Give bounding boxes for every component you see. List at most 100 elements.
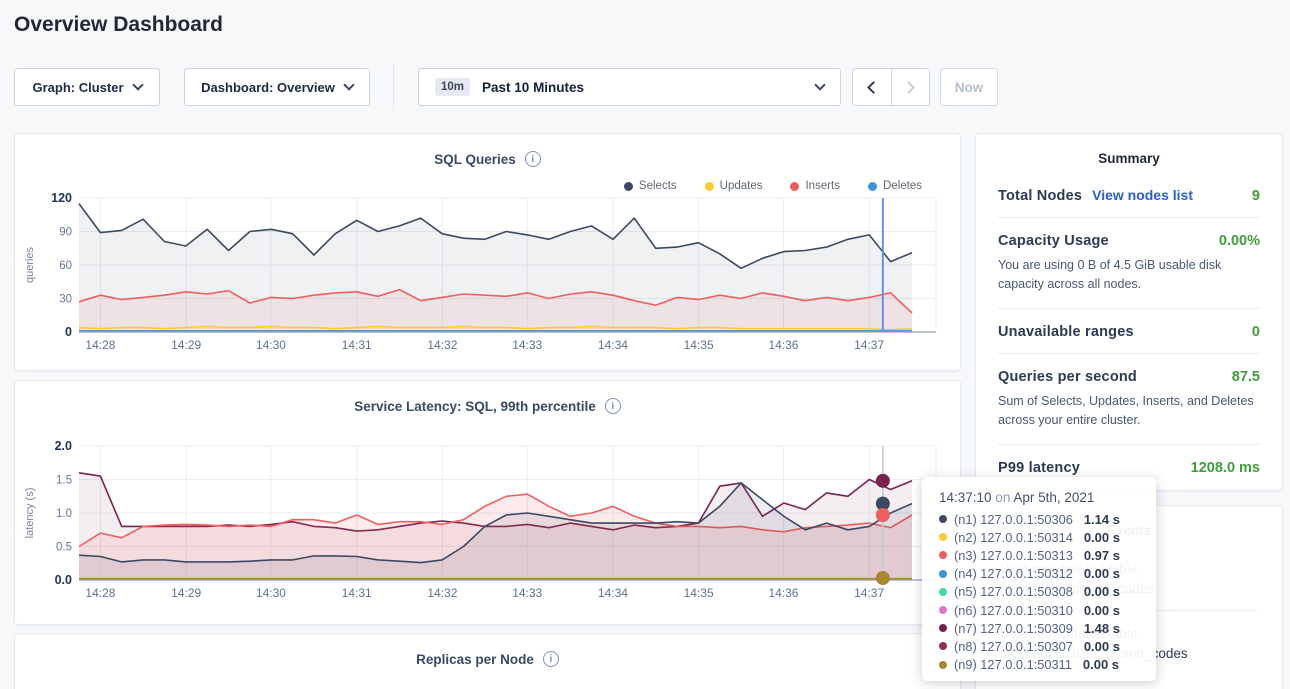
tooltip-node-label: (n6) 127.0.0.1:50310 (954, 602, 1073, 618)
tooltip-node-label: (n7) 127.0.0.1:50309 (954, 620, 1073, 636)
legend-dot-icon (623, 181, 633, 191)
svg-text:1.0: 1.0 (56, 508, 72, 520)
view-nodes-list-link[interactable]: View nodes list (1092, 187, 1193, 203)
tooltip-row: (n2) 127.0.0.1:50314 0.00 s (939, 528, 1156, 546)
time-range-dropdown[interactable]: 10m Past 10 Minutes (418, 68, 841, 106)
sql-queries-panel: SQL Queries i Selects Updates Inserts Delet… (14, 133, 961, 371)
summary-row: Capacity Usage 0.00% You are using 0 B of … (998, 218, 1260, 309)
chevron-down-icon (131, 79, 144, 91)
svg-text:14:30: 14:30 (256, 586, 286, 600)
tooltip-node-value: 1.14 s (1083, 511, 1120, 527)
info-icon[interactable]: i (604, 398, 621, 414)
summary-row: Unavailable ranges 0 (998, 309, 1260, 354)
legend-dot-icon (790, 181, 800, 191)
graph-dropdown[interactable]: Graph: Cluster (14, 68, 160, 106)
next-time-button[interactable] (892, 69, 930, 105)
chart-legend: Selects Updates Inserts Deletes (623, 180, 922, 192)
svg-text:30: 30 (59, 294, 72, 306)
tooltip-rows: (n1) 127.0.0.1:50306 1.14 s (n2) 127.0.0.1… (939, 510, 1156, 674)
toolbar-divider (393, 63, 394, 110)
summary-row-value: 0.00% (1218, 233, 1260, 249)
tooltip-node-value: 0.00 s (1083, 638, 1120, 654)
chart-hover-tooltip: 14:37:10 on Apr 5th, 2021 (n1) 127.0.0.1… (922, 477, 1156, 681)
svg-text:14:35: 14:35 (684, 338, 714, 352)
now-button[interactable]: Now (940, 68, 998, 106)
svg-text:14:36: 14:36 (768, 586, 798, 600)
svg-text:14:28: 14:28 (85, 586, 115, 600)
time-range-label: Past 10 Minutes (482, 79, 585, 95)
svg-text:14:33: 14:33 (512, 586, 542, 600)
tooltip-node-value: 1.48 s (1083, 620, 1120, 636)
tooltip-node-value: 0.00 s (1083, 602, 1120, 618)
summary-row: Queries per second 87.5 Sum of Selects, Up… (998, 354, 1260, 445)
tooltip-node-value: 0.00 s (1083, 529, 1120, 545)
svg-text:90: 90 (59, 227, 72, 239)
summary-row-head: Total Nodes View nodes list 9 (998, 187, 1260, 204)
tooltip-node-label: (n9) 127.0.0.1:50311 (954, 657, 1072, 673)
node-series-dot-icon (939, 533, 947, 542)
node-series-dot-icon (939, 660, 947, 669)
chevron-left-icon (866, 80, 880, 94)
sql-queries-chart[interactable]: 0 30 60 90 120 14:28 14:29 14:30 14:31 14:32 14:33… (19, 190, 958, 356)
info-icon[interactable]: i (542, 651, 559, 667)
svg-text:14:36: 14:36 (768, 338, 798, 352)
summary-row-description: Sum of Selects, Updates, Inserts, and De… (998, 393, 1254, 428)
tooltip-row: (n7) 127.0.0.1:50309 1.48 s (939, 619, 1156, 637)
summary-row-label: Unavailable ranges (998, 323, 1134, 340)
summary-row: Total Nodes View nodes list 9 (998, 172, 1260, 218)
node-series-dot-icon (939, 551, 947, 560)
tooltip-node-label: (n1) 127.0.0.1:50306 (954, 511, 1073, 527)
tooltip-row: (n4) 127.0.0.1:50312 0.00 s (939, 565, 1156, 583)
legend-item[interactable]: Deletes (868, 180, 922, 192)
svg-text:0.5: 0.5 (56, 542, 72, 554)
node-series-dot-icon (939, 587, 947, 596)
summary-row-value: 87.5 (1231, 368, 1260, 385)
legend-item[interactable]: Inserts (790, 180, 840, 192)
svg-text:14:32: 14:32 (427, 586, 457, 600)
info-icon[interactable]: i (524, 151, 541, 167)
summary-row-head: Queries per second 87.5 (998, 369, 1260, 385)
svg-text:queries: queries (24, 246, 36, 283)
legend-item[interactable]: Selects (623, 180, 677, 192)
svg-text:0: 0 (65, 325, 72, 339)
tooltip-node-value: 0.00 s (1083, 584, 1120, 600)
time-step-buttons (852, 68, 930, 106)
service-latency-panel: Service Latency: SQL, 99th percentile i … (14, 380, 961, 625)
dashboard-dropdown[interactable]: Dashboard: Overview (184, 68, 370, 106)
prev-time-button[interactable] (853, 69, 892, 105)
node-series-dot-icon (939, 606, 947, 615)
legend-item[interactable]: Updates (704, 180, 763, 192)
svg-text:14:30: 14:30 (256, 338, 286, 352)
svg-text:14:31: 14:31 (342, 338, 372, 352)
node-series-dot-icon (939, 515, 947, 524)
tooltip-row: (n9) 127.0.0.1:50311 0.00 s (939, 656, 1156, 674)
tooltip-node-label: (n8) 127.0.0.1:50307 (954, 638, 1073, 654)
summary-row-value: 0 (1251, 323, 1260, 340)
tooltip-node-value: 0.00 s (1083, 566, 1120, 582)
svg-text:120: 120 (51, 191, 72, 205)
svg-text:14:34: 14:34 (598, 338, 628, 352)
summary-row-head: Unavailable ranges 0 (998, 324, 1260, 340)
svg-text:1.5: 1.5 (56, 475, 72, 487)
graph-dropdown-label: Graph: Cluster (32, 79, 124, 95)
summary-title: Summary (1098, 151, 1160, 166)
chevron-right-icon (902, 80, 916, 94)
tooltip-node-label: (n4) 127.0.0.1:50312 (954, 566, 1073, 582)
summary-row-label: P99 latency (998, 459, 1080, 476)
summary-row-label: Queries per second (998, 368, 1137, 385)
legend-label: Updates (719, 180, 763, 192)
legend-label: Deletes (883, 180, 922, 192)
summary-row-value: 1208.0 ms (1190, 459, 1260, 476)
svg-text:14:29: 14:29 (171, 338, 201, 352)
chevron-down-icon (343, 79, 355, 91)
svg-text:0.0: 0.0 (55, 573, 72, 587)
service-latency-chart[interactable]: 0.0 0.5 1.0 1.5 2.0 14:28 14:29 14:30 14:31 14:32… (19, 438, 958, 604)
tooltip-node-value: 0.00 s (1082, 657, 1120, 673)
svg-text:14:37: 14:37 (854, 586, 884, 600)
legend-dot-icon (704, 181, 714, 191)
summary-rows: Total Nodes View nodes list 9 Capacity Usag… (976, 166, 1282, 489)
svg-text:14:29: 14:29 (171, 586, 201, 600)
tooltip-timestamp: 14:37:10 on Apr 5th, 2021 (939, 490, 1095, 505)
chevron-down-icon (814, 79, 826, 91)
tooltip-row: (n3) 127.0.0.1:50313 0.97 s (939, 546, 1156, 564)
